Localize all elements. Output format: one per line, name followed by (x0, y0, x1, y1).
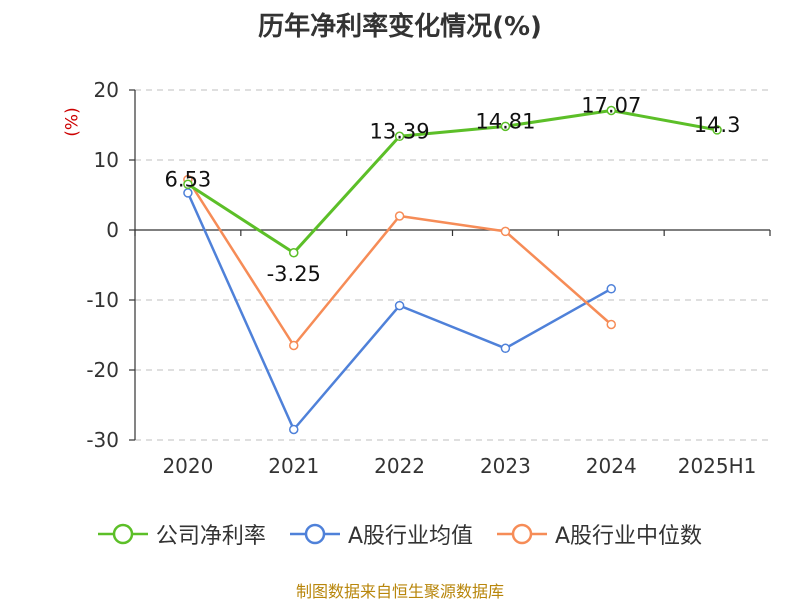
y-tick-label: -20 (86, 358, 119, 382)
data-label: 14.3 (694, 113, 741, 137)
x-tick-label: 2025H1 (678, 454, 757, 478)
x-tick-label: 2023 (480, 454, 531, 478)
series-point-1 (289, 424, 299, 435)
legend: 公司净利率 A股行业均值 A股行业中位数 (0, 518, 800, 550)
legend-label-industry-mean: A股行业均值 (347, 524, 473, 549)
series-point-1 (394, 300, 405, 311)
legend-item-industry-median[interactable]: A股行业中位数 (497, 518, 702, 550)
x-tick-label: 2022 (374, 454, 425, 478)
legend-swatch-industry-mean (289, 523, 340, 545)
series-point-1 (606, 284, 616, 294)
legend-label-company: 公司净利率 (155, 524, 266, 549)
series-point-0 (289, 248, 299, 258)
y-tick-label: 0 (106, 218, 119, 242)
legend-label-industry-median: A股行业中位数 (555, 524, 703, 549)
series-point-0 (183, 179, 193, 190)
data-label: -3.25 (267, 262, 321, 286)
source-note: 制图数据来自恒生聚源数据库 (295, 582, 504, 601)
series-point-0 (606, 105, 616, 116)
series-point-0 (394, 131, 405, 142)
legend-swatch-industry-median (497, 523, 547, 545)
y-tick-label: -30 (86, 428, 119, 452)
x-tick-label: 2021 (268, 454, 319, 478)
data-label: 6.53 (165, 167, 212, 191)
legend-item-industry-mean[interactable]: A股行业均值 (289, 518, 473, 550)
x-tick-label: 2020 (162, 454, 213, 478)
series-line-2 (186, 178, 613, 347)
series-line-0 (187, 109, 718, 255)
legend-swatch-company (97, 523, 148, 545)
series-point-2 (394, 211, 405, 221)
x-tick-label: 2024 (586, 454, 637, 478)
series-point-2 (606, 319, 616, 330)
legend-item-company[interactable]: 公司净利率 (97, 518, 266, 550)
series-point-0 (712, 125, 722, 135)
y-tick-label: -10 (86, 288, 119, 312)
chart-title: 历年净利率变化情况(%) (258, 12, 542, 42)
y-tick-label: 10 (94, 148, 119, 172)
data-label: 13.39 (370, 119, 430, 143)
series-point-2 (289, 340, 299, 351)
series-point-1 (500, 343, 511, 354)
series-point-0 (500, 121, 511, 132)
series-point-2 (500, 226, 511, 237)
data-label: 14.81 (475, 109, 535, 133)
y-tick-label: 20 (94, 78, 119, 102)
series-line-1 (186, 192, 612, 431)
data-label: 17.07 (581, 94, 641, 118)
